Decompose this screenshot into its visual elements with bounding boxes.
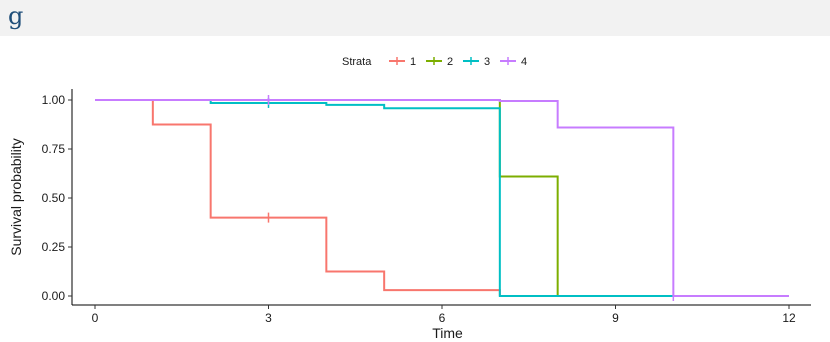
panel-letter: g — [8, 2, 24, 30]
curves — [95, 95, 789, 301]
x-axis-title: Time — [432, 325, 463, 341]
y-tick-label: 1.00 — [42, 93, 66, 107]
x-tick-label: 12 — [782, 311, 796, 325]
x-tick-label: 6 — [439, 311, 446, 325]
panel-header: g — [0, 0, 830, 36]
legend-label-strata-2: 2 — [447, 56, 453, 68]
legend-label-strata-1: 1 — [410, 56, 416, 68]
survival-curve-strata-4 — [95, 99, 789, 297]
legend: Strata 1 2 3 4 — [342, 56, 527, 68]
survival-curve-strata-3 — [95, 99, 674, 297]
x-tick-label: 3 — [265, 311, 272, 325]
survival-curve-strata-1 — [95, 99, 501, 296]
y-tick-label: 0.00 — [42, 289, 66, 303]
y-tick-label: 0.50 — [42, 191, 66, 205]
x-tick-label: 0 — [92, 311, 99, 325]
axes: 0 3 6 9 12 0.00 0.25 0.50 0.75 1.00 Time Survival p… — [8, 89, 811, 341]
x-tick-label: 9 — [612, 311, 619, 325]
legend-label-strata-4: 4 — [521, 56, 527, 68]
legend-label-strata-3: 3 — [484, 56, 490, 68]
y-tick-label: 0.25 — [42, 240, 66, 254]
y-tick-label: 0.75 — [42, 142, 66, 156]
legend-title: Strata — [342, 56, 372, 68]
y-axis-title: Survival probability — [8, 138, 24, 256]
